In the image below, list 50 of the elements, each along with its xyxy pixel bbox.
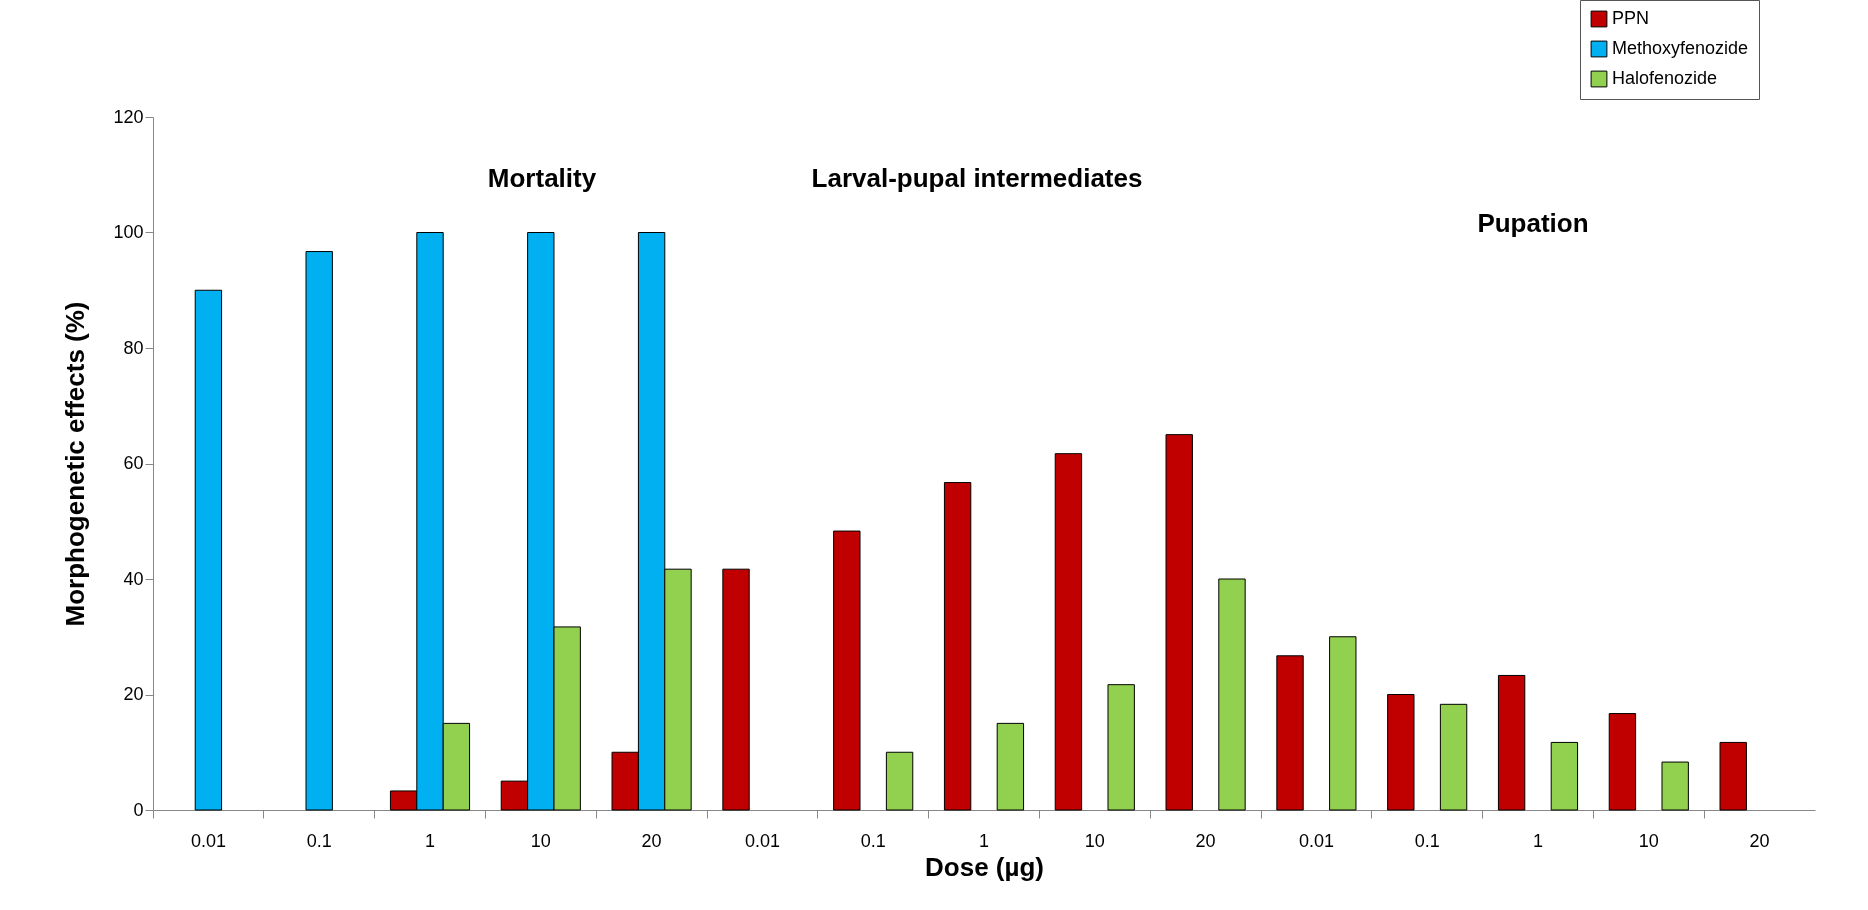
x-tick-label: 1 <box>978 830 990 851</box>
legend-label: Halofenozide <box>1612 68 1718 88</box>
y-tick-label: 20 <box>123 684 144 704</box>
bar <box>1054 453 1083 811</box>
x-tick-label: 0.01 <box>190 830 226 851</box>
x-tick-label: 20 <box>1749 830 1770 851</box>
bar <box>1165 434 1193 811</box>
bar <box>194 289 223 811</box>
bar <box>996 722 1025 811</box>
y-tick-label: 80 <box>123 337 144 358</box>
y-tick-label: 40 <box>123 568 144 589</box>
annotation: Larval-pupal intermediates <box>811 163 1143 193</box>
bar <box>1218 578 1246 811</box>
x-tick-label: 0.1 <box>1414 830 1440 851</box>
bar <box>1276 655 1304 811</box>
x-tick-label: 10 <box>530 830 551 851</box>
x-tick-label: 1 <box>1532 830 1544 851</box>
annotation: Pupation <box>1477 208 1589 238</box>
bar <box>1107 684 1135 811</box>
x-tick-label: 0.01 <box>1298 830 1334 851</box>
y-tick-label: 0 <box>133 799 144 820</box>
bar <box>943 482 972 811</box>
x-tick-label: 10 <box>1638 830 1659 851</box>
bar <box>833 530 861 811</box>
legend-label: PPN <box>1612 8 1650 28</box>
bar <box>722 568 750 811</box>
bar <box>1329 636 1357 811</box>
x-axis-title: Dose (µg) <box>925 851 1044 882</box>
x-tick-label: 1 <box>424 830 436 851</box>
x-tick-label: 20 <box>641 830 662 851</box>
x-tick-label: 0.1 <box>306 830 332 851</box>
bar <box>1719 741 1747 811</box>
legend-label: Methoxyfenozide <box>1612 38 1749 58</box>
bar <box>1387 694 1415 811</box>
bar <box>1439 703 1468 811</box>
x-tick-label: 10 <box>1084 830 1105 851</box>
bar <box>885 751 914 811</box>
y-axis-title: Morphogenetic effects (%) <box>60 301 91 627</box>
x-tick-label: 20 <box>1195 830 1216 851</box>
bar <box>305 251 333 811</box>
y-tick-label: 120 <box>113 106 144 127</box>
x-tick-label: 0.1 <box>860 830 886 851</box>
bar <box>1661 761 1689 811</box>
y-tick-label: 60 <box>123 453 144 473</box>
x-tick-label: 0.01 <box>744 830 780 851</box>
bar <box>1608 713 1637 811</box>
bar <box>1497 674 1526 811</box>
annotation: Mortality <box>487 163 597 193</box>
y-tick-label: 100 <box>113 222 144 242</box>
bar <box>1550 741 1579 811</box>
